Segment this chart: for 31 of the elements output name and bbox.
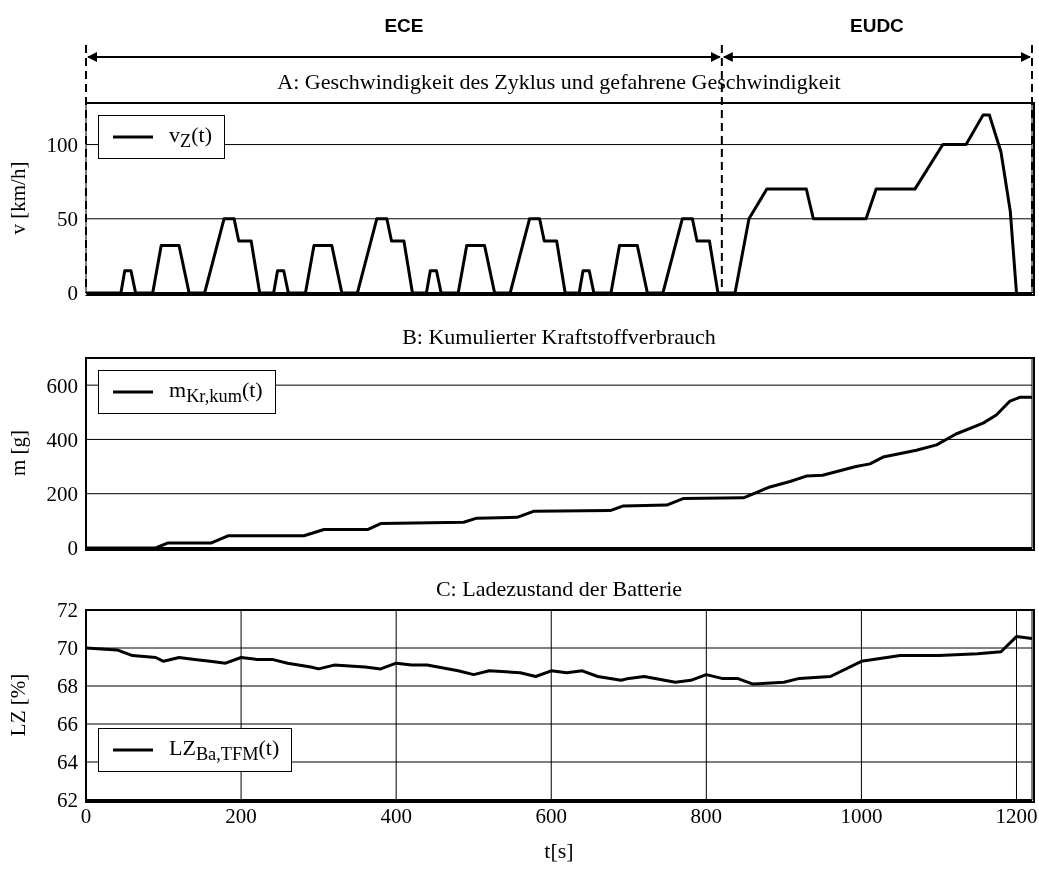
x-axis-title: t[s] — [544, 838, 574, 863]
y-axis-title: v [km/h] — [6, 161, 31, 235]
x-tick-label: 600 — [535, 803, 567, 828]
x-tick-label: 1200 — [995, 803, 1038, 828]
y-axis-title: m [g] — [6, 429, 31, 477]
legend-label: LZ$_{Ba,TFM}$(t) — [169, 735, 280, 766]
y-tick-label: 68 — [57, 674, 78, 699]
y-axis-title: LZ [%] — [6, 673, 31, 737]
legend-label: v$_{Z}$(t) — [169, 122, 212, 153]
y-tick-label: 50 — [57, 207, 78, 232]
x-tick-label: 1000 — [840, 803, 883, 828]
y-tick-label: 62 — [57, 788, 78, 813]
text: EUDC — [850, 15, 905, 36]
y-tick-label: 66 — [57, 712, 78, 737]
y-tick-label: 70 — [57, 636, 78, 661]
legend-label: m$_{Kr,kum}$(t) — [169, 377, 263, 408]
y-tick-label: 100 — [46, 133, 78, 158]
y-tick-label: 400 — [46, 427, 78, 452]
y-tick-label: 0 — [67, 281, 78, 306]
y-tick-label: 0 — [67, 536, 78, 561]
x-tick-label: 200 — [225, 803, 257, 828]
chart-title: A: Geschwindigkeit des Zyklus und gefahrene Geschwindigkeit — [276, 69, 842, 95]
y-tick-label: 72 — [57, 598, 78, 623]
x-tick-label: 800 — [690, 803, 723, 828]
chart-title: B: Kumulierter Kraftstoffverbrauch — [401, 324, 717, 350]
y-tick-label: 200 — [46, 482, 78, 507]
chart-title: C: Ladezustand der Batterie — [434, 576, 684, 602]
y-tick-label: 600 — [46, 373, 78, 398]
y-tick-label: 64 — [57, 750, 79, 775]
text: ECE — [384, 15, 424, 36]
x-tick-label: 400 — [380, 803, 412, 828]
